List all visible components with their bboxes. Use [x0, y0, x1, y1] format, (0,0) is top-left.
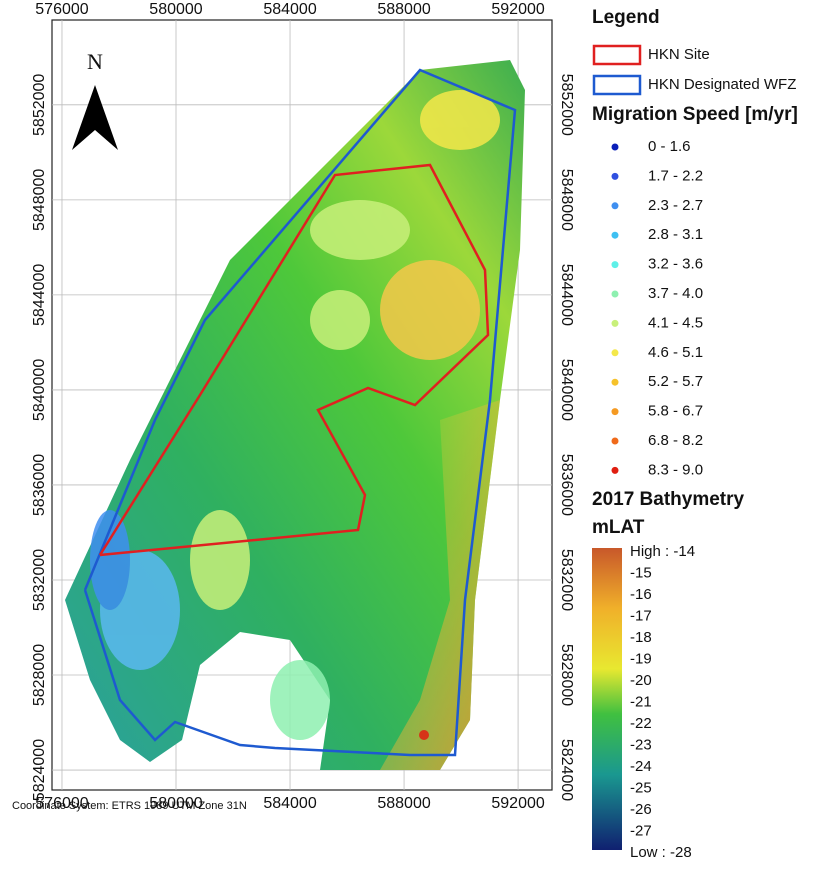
- x-tick-label: 580000: [149, 1, 202, 18]
- y-tick-label: 5840000: [558, 359, 575, 421]
- scale-label: -18: [630, 629, 652, 646]
- class-swatch: [612, 349, 619, 356]
- low-label: Low : -28: [630, 844, 692, 861]
- unit-label: mLAT: [592, 517, 645, 538]
- y-tick-label: 5828000: [558, 644, 575, 706]
- scale-label: -23: [630, 736, 652, 753]
- scale-label: -25: [630, 779, 652, 796]
- class-label: 0 - 1.6: [648, 138, 691, 155]
- class-label: 3.2 - 3.6: [648, 256, 703, 273]
- class-swatch: [612, 379, 619, 386]
- y-tick-label: 5828000: [31, 644, 48, 706]
- class-label: 1.7 - 2.2: [648, 167, 703, 184]
- legend-title: Legend: [592, 7, 660, 28]
- scale-label: -26: [630, 801, 652, 818]
- x-tick-label: 592000: [491, 1, 544, 18]
- scale-label: -20: [630, 672, 652, 689]
- colorbar: [592, 548, 622, 850]
- class-label: 2.8 - 3.1: [648, 226, 703, 243]
- north-label: N: [87, 49, 103, 74]
- bathymetry-title: 2017 Bathymetry: [592, 489, 745, 510]
- class-swatch: [612, 232, 619, 239]
- class-label: 4.6 - 5.1: [648, 344, 703, 361]
- x-tick-label: 584000: [263, 1, 316, 18]
- class-swatch: [612, 291, 619, 298]
- scale-label: -15: [630, 564, 652, 581]
- class-label: 6.8 - 8.2: [648, 432, 703, 449]
- y-tick-label: 5852000: [31, 74, 48, 136]
- scale-label: -22: [630, 715, 652, 732]
- site-label: HKN Site: [648, 46, 710, 63]
- y-tick-label: 5840000: [31, 359, 48, 421]
- map-page: N Coordinate System: ETRS 1989 UTM Zone …: [0, 0, 823, 865]
- y-tick-label: 5836000: [31, 454, 48, 516]
- site-swatch: [594, 46, 640, 64]
- y-tick-label: 5848000: [558, 169, 575, 231]
- y-tick-label: 5848000: [31, 169, 48, 231]
- class-label: 8.3 - 9.0: [648, 461, 703, 478]
- y-tick-label: 5824000: [558, 739, 575, 801]
- class-swatch: [612, 173, 619, 180]
- scale-label: -21: [630, 693, 652, 710]
- class-list: 0 - 1.6 1.7 - 2.2 2.3 - 2.7 2.8 - 3.1 3.2 - …: [612, 138, 704, 478]
- class-label: 5.2 - 5.7: [648, 373, 703, 390]
- wfz-label: HKN Designated WFZ: [648, 76, 796, 93]
- scale-label: -27: [630, 822, 652, 839]
- scale-label: -17: [630, 607, 652, 624]
- class-swatch: [612, 438, 619, 445]
- high-label: High : -14: [630, 543, 695, 560]
- x-tick-label: 588000: [377, 795, 430, 812]
- class-swatch: [612, 467, 619, 474]
- y-tick-label: 5844000: [558, 264, 575, 326]
- y-tick-label: 5824000: [31, 739, 48, 801]
- x-tick-label: 588000: [377, 1, 430, 18]
- class-swatch: [612, 202, 619, 209]
- class-label: 3.7 - 4.0: [648, 285, 703, 302]
- y-tick-label: 5832000: [31, 549, 48, 611]
- scale-label: -24: [630, 758, 652, 775]
- x-tick-label: 584000: [263, 795, 316, 812]
- x-tick-label: 580000: [149, 795, 202, 812]
- class-swatch: [612, 261, 619, 268]
- x-tick-label: 576000: [35, 1, 88, 18]
- scale-label: -19: [630, 650, 652, 667]
- class-swatch: [612, 408, 619, 415]
- class-label: 5.8 - 6.7: [648, 403, 703, 420]
- class-label: 4.1 - 4.5: [648, 314, 703, 331]
- y-tick-label: 5836000: [558, 454, 575, 516]
- class-label: 2.3 - 2.7: [648, 197, 703, 214]
- wfz-swatch: [594, 76, 640, 94]
- y-tick-label: 5852000: [558, 74, 575, 136]
- scale-label: -16: [630, 586, 652, 603]
- y-tick-label: 5832000: [558, 549, 575, 611]
- class-swatch: [612, 144, 619, 151]
- migration-title: Migration Speed [m/yr]: [592, 104, 798, 125]
- class-swatch: [612, 320, 619, 327]
- y-tick-label: 5844000: [31, 264, 48, 326]
- x-tick-label: 592000: [491, 795, 544, 812]
